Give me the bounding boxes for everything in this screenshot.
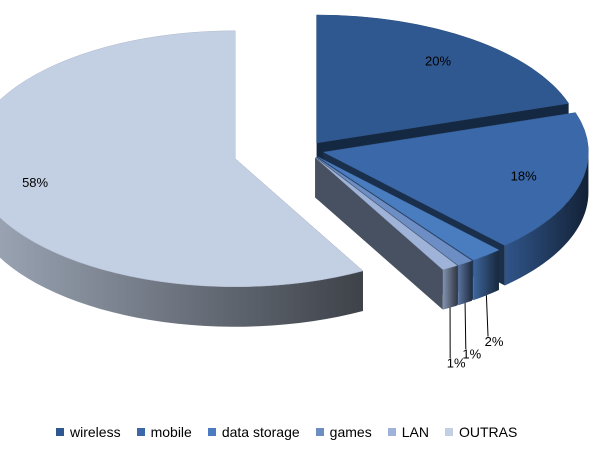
slice-wireless[interactable] <box>316 14 570 144</box>
legend-item-wireless: wireless <box>56 424 121 440</box>
legend-label: data storage <box>221 424 300 440</box>
legend-label: OUTRAS <box>458 424 518 440</box>
data-label-mobile: 18% <box>511 168 537 183</box>
legend-swatch <box>56 428 64 436</box>
legend-label: games <box>329 424 372 440</box>
legend-swatch <box>207 428 216 436</box>
legend-item-outras: OUTRAS <box>444 424 518 440</box>
slice-data-storage[interactable] <box>317 156 500 261</box>
slice-side-mobile <box>504 152 589 286</box>
legend: wireless mobile data storage games LAN OUTRAS <box>56 424 517 440</box>
slice-wall-lan-end <box>315 157 443 310</box>
legend-label: wireless <box>70 424 121 440</box>
legend-item-lan: LAN <box>387 424 429 440</box>
data-label-outras: 58% <box>22 175 48 190</box>
slice-games[interactable] <box>315 156 473 266</box>
data-label-games: 1% <box>462 346 481 361</box>
legend-swatch <box>387 428 396 436</box>
slice-side-outras <box>0 217 363 327</box>
slice-outras[interactable] <box>0 30 364 288</box>
data-label-lan: 1% <box>447 355 466 370</box>
data-label-data-storage: 2% <box>485 334 504 349</box>
legend-item-mobile: mobile <box>136 424 192 440</box>
leader-line <box>464 303 467 349</box>
slice-lan[interactable] <box>314 157 458 270</box>
legend-label: LAN <box>401 424 429 440</box>
legend-label: mobile <box>150 424 192 440</box>
leader-line <box>485 295 489 337</box>
legend-swatch <box>136 428 145 436</box>
data-label-wireless: 20% <box>425 54 451 69</box>
slice-side-games <box>458 260 472 306</box>
legend-swatch <box>315 428 324 436</box>
slice-mobile[interactable] <box>322 112 589 246</box>
slice-side-data-storage <box>473 250 499 301</box>
legend-swatch <box>444 428 453 436</box>
legend-item-games: games <box>315 424 372 440</box>
slice-side-lan <box>442 265 458 310</box>
legend-item-data-storage: data storage <box>207 424 300 440</box>
